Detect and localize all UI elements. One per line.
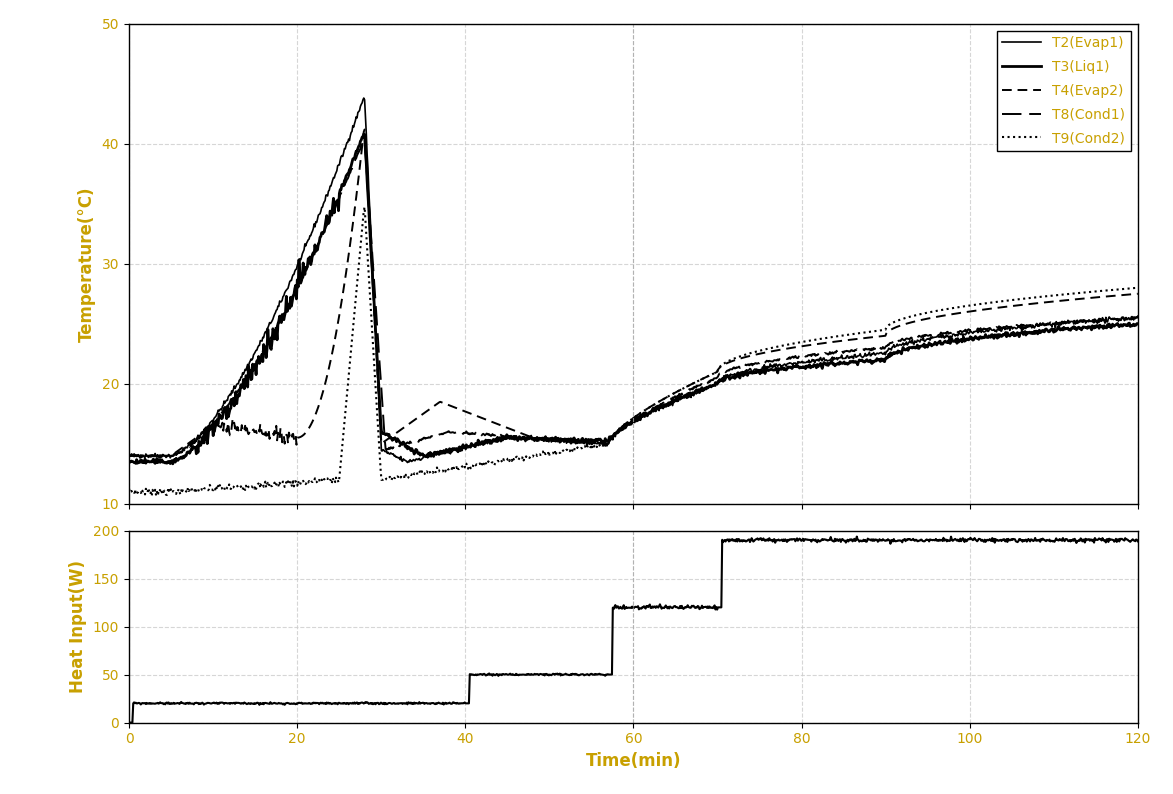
T2(Evap1) bbox=[653, 403, 667, 413]
T3(Liq1) bbox=[653, 401, 667, 410]
T8(Cond1) bbox=[653, 399, 667, 409]
T3(Liq1) bbox=[463, 441, 477, 450]
Legend: T2(Evap1), T3(Liq1), T4(Evap2), T8(Cond1), T9(Cond2): T2(Evap1), T3(Liq1), T4(Evap2), T8(Cond1… bbox=[997, 31, 1131, 151]
T3(Liq1) bbox=[561, 434, 575, 444]
Line: T2(Evap1): T2(Evap1) bbox=[129, 98, 1138, 463]
T2(Evap1) bbox=[357, 94, 371, 103]
T8(Cond1) bbox=[122, 452, 136, 461]
T9(Cond2) bbox=[1131, 283, 1145, 292]
T4(Evap2) bbox=[653, 396, 667, 406]
T8(Cond1) bbox=[155, 452, 169, 461]
T9(Cond2) bbox=[463, 464, 477, 473]
T3(Liq1) bbox=[293, 268, 307, 278]
T2(Evap1) bbox=[292, 256, 306, 265]
T3(Liq1) bbox=[674, 393, 689, 403]
T4(Evap2) bbox=[292, 433, 306, 442]
T9(Cond2) bbox=[561, 446, 575, 456]
T9(Cond2) bbox=[257, 482, 271, 491]
T2(Evap1) bbox=[463, 443, 477, 453]
T9(Cond2) bbox=[358, 202, 372, 212]
Line: T3(Liq1): T3(Liq1) bbox=[129, 134, 1138, 464]
Line: T9(Cond2): T9(Cond2) bbox=[129, 207, 1138, 495]
T9(Cond2) bbox=[144, 491, 158, 500]
T4(Evap2) bbox=[462, 409, 476, 418]
T8(Cond1) bbox=[1131, 313, 1145, 322]
T2(Evap1) bbox=[1131, 311, 1145, 321]
T3(Liq1) bbox=[257, 340, 271, 349]
T9(Cond2) bbox=[293, 480, 307, 490]
T8(Cond1) bbox=[293, 279, 307, 288]
T3(Liq1) bbox=[1131, 319, 1145, 329]
T4(Evap2) bbox=[561, 436, 575, 445]
T2(Evap1) bbox=[256, 333, 270, 342]
T4(Evap2) bbox=[358, 125, 372, 134]
T4(Evap2) bbox=[256, 430, 270, 439]
T8(Cond1) bbox=[561, 436, 575, 445]
T9(Cond2) bbox=[653, 396, 667, 406]
T2(Evap1) bbox=[400, 458, 414, 468]
T9(Cond2) bbox=[122, 484, 136, 493]
T8(Cond1) bbox=[463, 429, 477, 438]
T4(Evap2) bbox=[122, 451, 136, 461]
T2(Evap1) bbox=[674, 394, 689, 403]
T8(Cond1) bbox=[257, 346, 271, 356]
T3(Liq1) bbox=[122, 457, 136, 466]
T4(Evap2) bbox=[1131, 289, 1145, 299]
T9(Cond2) bbox=[674, 384, 689, 394]
Line: T4(Evap2): T4(Evap2) bbox=[129, 129, 1138, 456]
Y-axis label: Heat Input(W): Heat Input(W) bbox=[69, 560, 87, 693]
T2(Evap1) bbox=[561, 437, 575, 447]
X-axis label: Time(min): Time(min) bbox=[585, 752, 682, 770]
T8(Cond1) bbox=[357, 135, 371, 145]
T3(Liq1) bbox=[165, 459, 179, 468]
T3(Liq1) bbox=[357, 129, 371, 139]
Line: T8(Cond1): T8(Cond1) bbox=[129, 140, 1138, 457]
Y-axis label: Temperature(°C): Temperature(°C) bbox=[79, 186, 96, 341]
T4(Evap2) bbox=[674, 385, 689, 395]
T2(Evap1) bbox=[122, 450, 136, 460]
T8(Cond1) bbox=[674, 389, 689, 399]
